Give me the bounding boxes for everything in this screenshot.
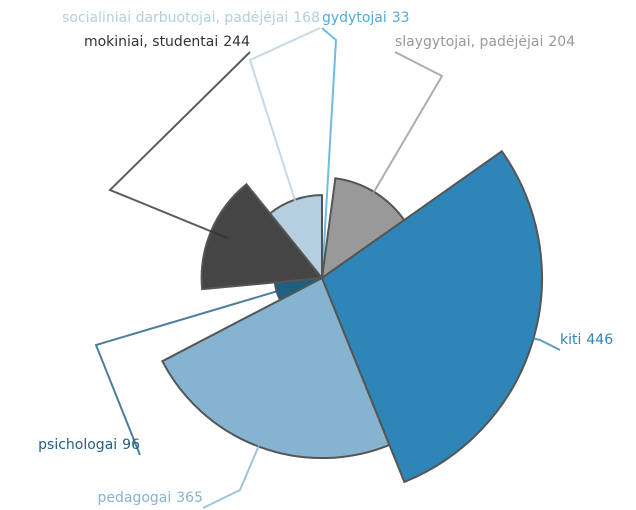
leader-line [94,288,284,456]
leader-line [365,51,444,206]
rose-sector [160,276,391,460]
slice-label: mokiniai, studentai 244 [84,34,250,50]
slice-label: kiti 446 [560,332,613,348]
slice-label: gydytojai 33 [322,10,410,26]
leader-line [248,27,321,212]
slice-value: 96 [122,437,140,453]
slice-label: slaygytojai, padėjėjai 204 [395,34,575,50]
slice-label: psichologai 96 [38,437,140,453]
slice-name: kiti [560,332,581,348]
slice-name: socialiniai darbuotojai, padėjėjai [62,10,288,26]
leader-line [202,421,270,509]
leader-line [321,27,338,265]
leader-line [108,51,251,240]
slice-value: 244 [223,34,250,50]
slice-value: 33 [392,10,410,26]
rose-sector [320,149,543,484]
slice-name: pedagogai [97,490,171,506]
slice-name: psichologai [38,437,117,453]
slice-name: mokiniai, studentai [84,34,218,50]
slice-value: 365 [176,490,203,506]
slice-label: pedagogai 365 [97,490,203,506]
slice-label: socialiniai darbuotojai, padėjėjai 168 [62,10,320,26]
leader-line [501,329,561,351]
slice-name: slaygytojai, padėjėjai [395,34,543,50]
slice-value: 446 [586,332,613,348]
slice-value: 204 [548,34,575,50]
slice-name: gydytojai [322,10,387,26]
slice-value: 168 [293,10,320,26]
